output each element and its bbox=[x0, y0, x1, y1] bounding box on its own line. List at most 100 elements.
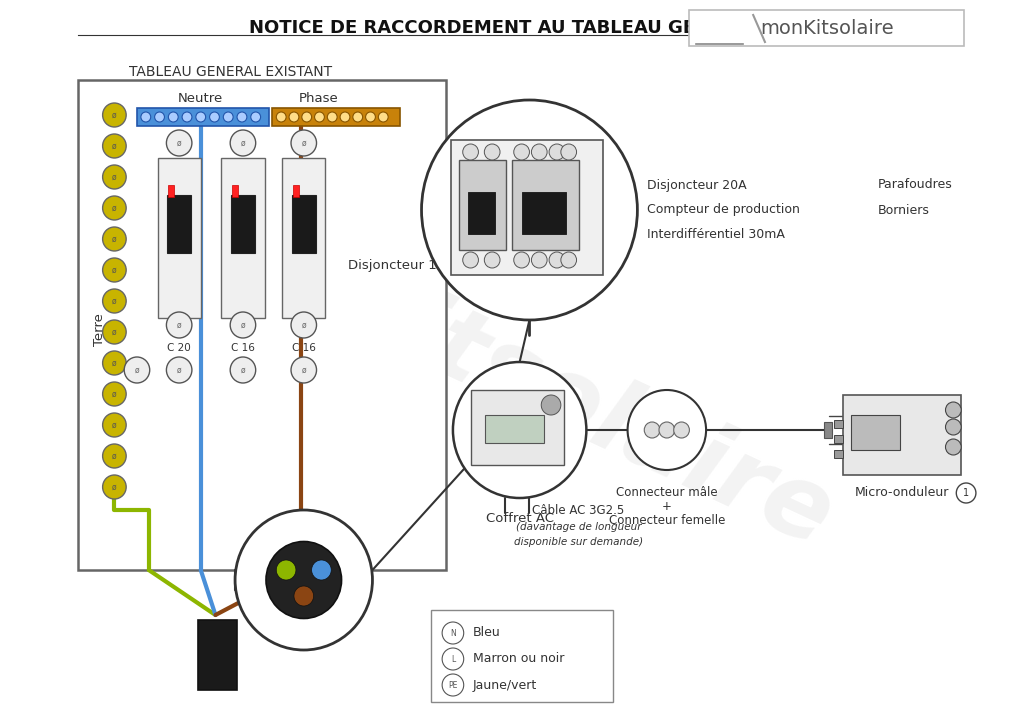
Circle shape bbox=[196, 112, 206, 122]
Circle shape bbox=[442, 648, 464, 670]
Text: monKitsolaire: monKitsolaire bbox=[760, 19, 894, 37]
Text: ø: ø bbox=[112, 483, 117, 491]
Circle shape bbox=[378, 112, 388, 122]
Circle shape bbox=[102, 196, 126, 220]
Text: Disjoncteur 16 A: Disjoncteur 16 A bbox=[348, 259, 459, 272]
Circle shape bbox=[514, 144, 529, 160]
Circle shape bbox=[102, 351, 126, 375]
Circle shape bbox=[314, 112, 325, 122]
Circle shape bbox=[294, 586, 313, 606]
Text: ø: ø bbox=[134, 366, 139, 374]
Text: Micro-onduleur: Micro-onduleur bbox=[855, 487, 949, 500]
Circle shape bbox=[230, 130, 256, 156]
Text: monKitsolaire: monKitsolaire bbox=[95, 148, 848, 569]
Text: Câble AC 3G2.5: Câble AC 3G2.5 bbox=[532, 503, 625, 516]
Text: PE: PE bbox=[449, 680, 458, 690]
FancyBboxPatch shape bbox=[471, 390, 564, 465]
FancyBboxPatch shape bbox=[431, 610, 612, 702]
Circle shape bbox=[182, 112, 191, 122]
FancyBboxPatch shape bbox=[451, 140, 603, 275]
Text: ø: ø bbox=[112, 328, 117, 336]
FancyBboxPatch shape bbox=[834, 420, 844, 428]
Text: disponible sur demande): disponible sur demande) bbox=[514, 537, 643, 547]
Text: ø: ø bbox=[112, 173, 117, 181]
Circle shape bbox=[291, 130, 316, 156]
Circle shape bbox=[102, 413, 126, 437]
Text: TABLEAU GENERAL EXISTANT: TABLEAU GENERAL EXISTANT bbox=[129, 65, 332, 79]
FancyBboxPatch shape bbox=[459, 160, 506, 250]
Text: ø: ø bbox=[177, 366, 181, 374]
Circle shape bbox=[102, 227, 126, 251]
Circle shape bbox=[141, 112, 151, 122]
Circle shape bbox=[311, 560, 331, 580]
Text: Interdifférentiel 30mA: Interdifférentiel 30mA bbox=[647, 229, 785, 242]
Circle shape bbox=[102, 382, 126, 406]
Circle shape bbox=[542, 395, 561, 415]
Circle shape bbox=[531, 252, 547, 268]
Text: Disjoncteur 20A: Disjoncteur 20A bbox=[647, 179, 746, 191]
Circle shape bbox=[237, 112, 247, 122]
Text: Connecteur mâle: Connecteur mâle bbox=[616, 485, 718, 498]
Text: Terre: Terre bbox=[93, 313, 106, 346]
Circle shape bbox=[644, 422, 659, 438]
Text: ø: ø bbox=[241, 138, 246, 148]
FancyBboxPatch shape bbox=[824, 422, 831, 438]
Circle shape bbox=[442, 622, 464, 644]
Circle shape bbox=[484, 252, 500, 268]
Text: Parafoudres: Parafoudres bbox=[878, 179, 952, 191]
FancyBboxPatch shape bbox=[512, 160, 579, 250]
Circle shape bbox=[453, 362, 587, 498]
Circle shape bbox=[102, 134, 126, 158]
FancyBboxPatch shape bbox=[851, 415, 900, 450]
Circle shape bbox=[561, 144, 577, 160]
Circle shape bbox=[463, 252, 478, 268]
Circle shape bbox=[102, 320, 126, 344]
Text: C 20: C 20 bbox=[167, 343, 191, 353]
Text: ø: ø bbox=[301, 138, 306, 148]
Circle shape bbox=[124, 357, 150, 383]
Text: Coffret AC: Coffret AC bbox=[485, 511, 554, 525]
Circle shape bbox=[210, 112, 219, 122]
FancyBboxPatch shape bbox=[689, 10, 965, 46]
Circle shape bbox=[102, 165, 126, 189]
Circle shape bbox=[484, 144, 500, 160]
Circle shape bbox=[674, 422, 689, 438]
FancyBboxPatch shape bbox=[834, 435, 844, 443]
FancyBboxPatch shape bbox=[844, 395, 962, 475]
Text: ø: ø bbox=[112, 389, 117, 399]
Circle shape bbox=[442, 674, 464, 696]
Circle shape bbox=[945, 419, 962, 435]
Text: Borniers: Borniers bbox=[878, 204, 930, 217]
Text: ø: ø bbox=[112, 358, 117, 368]
Circle shape bbox=[155, 112, 165, 122]
FancyBboxPatch shape bbox=[232, 185, 238, 197]
FancyBboxPatch shape bbox=[137, 108, 269, 126]
Circle shape bbox=[289, 112, 299, 122]
Circle shape bbox=[463, 144, 478, 160]
Text: Connecteur femelle: Connecteur femelle bbox=[608, 513, 725, 526]
Circle shape bbox=[276, 112, 286, 122]
FancyBboxPatch shape bbox=[283, 158, 326, 318]
Circle shape bbox=[366, 112, 376, 122]
Circle shape bbox=[291, 312, 316, 338]
Circle shape bbox=[291, 357, 316, 383]
Circle shape bbox=[561, 252, 577, 268]
Text: 1: 1 bbox=[963, 488, 969, 498]
Text: ø: ø bbox=[241, 366, 246, 374]
Circle shape bbox=[167, 357, 191, 383]
Text: L: L bbox=[451, 655, 455, 663]
Text: ø: ø bbox=[112, 297, 117, 305]
Circle shape bbox=[102, 103, 126, 127]
Text: Jaune/vert: Jaune/vert bbox=[472, 678, 537, 691]
Circle shape bbox=[302, 112, 311, 122]
Text: ø: ø bbox=[301, 320, 306, 330]
Circle shape bbox=[549, 144, 565, 160]
Circle shape bbox=[531, 144, 547, 160]
Text: N: N bbox=[450, 629, 456, 637]
Circle shape bbox=[628, 390, 707, 470]
Circle shape bbox=[102, 475, 126, 499]
Text: ø: ø bbox=[112, 265, 117, 275]
Circle shape bbox=[167, 130, 191, 156]
Text: ø: ø bbox=[112, 204, 117, 212]
Circle shape bbox=[340, 112, 350, 122]
